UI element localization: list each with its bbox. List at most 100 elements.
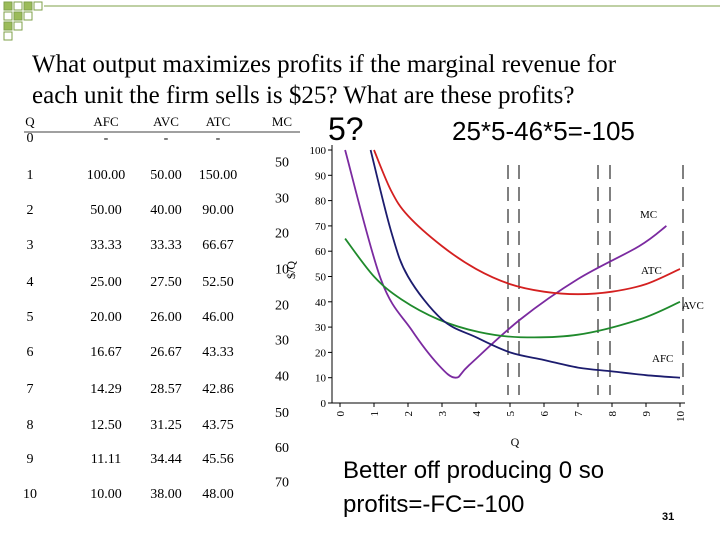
table-cell: 40.00 bbox=[150, 203, 182, 218]
table-cell: 43.33 bbox=[202, 345, 234, 360]
table-cell: 45.56 bbox=[202, 452, 234, 467]
table-header: MC bbox=[272, 114, 292, 129]
table-cell: 43.75 bbox=[202, 418, 234, 433]
table-cell: 50.00 bbox=[90, 203, 122, 218]
table-cell: 66.67 bbox=[202, 238, 234, 253]
table-cell: 5 bbox=[27, 310, 34, 325]
title-line: What output maximizes profits if the mar… bbox=[32, 51, 617, 78]
table-cell: 1 bbox=[27, 168, 34, 183]
mc-cell: 20 bbox=[275, 299, 289, 314]
table-cell: 12.50 bbox=[90, 418, 122, 433]
x-tick-label: 1 bbox=[369, 411, 381, 417]
table-cell: 38.00 bbox=[150, 487, 182, 502]
y-tick-label: 100 bbox=[310, 145, 327, 157]
table-cell: - bbox=[104, 131, 109, 146]
mc-cell: 30 bbox=[275, 334, 289, 349]
note-line: profits=-FC=-100 bbox=[343, 491, 524, 518]
table-header: AFC bbox=[93, 114, 118, 129]
table-cell: 28.57 bbox=[150, 382, 182, 397]
curve-label: AFC bbox=[652, 353, 673, 365]
mc-cell: 60 bbox=[275, 441, 289, 456]
x-tick-label: 6 bbox=[539, 411, 551, 417]
table-cell: - bbox=[216, 131, 221, 146]
mc-cell: 40 bbox=[275, 370, 289, 385]
table-cell: 3 bbox=[27, 238, 34, 253]
table-cell: 33.33 bbox=[90, 238, 122, 253]
mc-cell: 50 bbox=[275, 156, 289, 171]
x-tick-label: 8 bbox=[607, 411, 619, 417]
y-tick-label: 0 bbox=[321, 398, 327, 410]
curve bbox=[344, 238, 681, 339]
table-cell: 33.33 bbox=[150, 238, 182, 253]
table-cell: 42.86 bbox=[202, 382, 234, 397]
table-cell: 7 bbox=[27, 382, 34, 397]
x-tick-label: 2 bbox=[403, 411, 415, 417]
table-cell: 11.11 bbox=[91, 452, 121, 467]
table-cell: 27.50 bbox=[150, 275, 182, 290]
x-tick-label: 7 bbox=[573, 411, 585, 417]
y-tick-label: 30 bbox=[315, 322, 327, 334]
mc-cell: 30 bbox=[275, 192, 289, 207]
x-axis-label: Q bbox=[511, 435, 520, 449]
curve bbox=[373, 149, 681, 296]
table-cell: 34.44 bbox=[150, 452, 182, 467]
mc-cell: 10 bbox=[275, 263, 289, 278]
guide-lines bbox=[507, 165, 684, 395]
table-header: ATC bbox=[206, 114, 231, 129]
table-cell: 25.00 bbox=[90, 275, 122, 290]
table-cell: 0 bbox=[27, 131, 34, 146]
x-tick-label: 5 bbox=[505, 411, 517, 417]
curve-label: ATC bbox=[641, 265, 662, 277]
table-cell: 46.00 bbox=[202, 310, 234, 325]
table-cell: 150.00 bbox=[199, 168, 238, 183]
x-tick-label: 9 bbox=[641, 411, 653, 417]
table-cell: 100.00 bbox=[87, 168, 126, 183]
y-tick-label: 20 bbox=[315, 347, 327, 359]
curve-label: AVC bbox=[682, 300, 704, 312]
table-cell: 31.25 bbox=[150, 418, 182, 433]
x-tick-label: 0 bbox=[335, 411, 347, 417]
note-line: Better off producing 0 so bbox=[343, 457, 604, 484]
table-cell: 4 bbox=[27, 275, 34, 290]
y-tick-label: 80 bbox=[315, 196, 327, 208]
title-line: each unit the firm sells is $25? What ar… bbox=[32, 82, 574, 109]
y-tick-label: 40 bbox=[315, 297, 327, 309]
mc-cell: 70 bbox=[275, 476, 289, 491]
table-cell: 6 bbox=[27, 345, 34, 360]
mc-cell: 50 bbox=[275, 406, 289, 421]
table-cell: 52.50 bbox=[202, 275, 234, 290]
y-tick-label: 10 bbox=[315, 373, 327, 385]
x-tick-label: 10 bbox=[675, 411, 687, 423]
table-cell: - bbox=[164, 131, 169, 146]
table-cell: 14.29 bbox=[90, 382, 122, 397]
table-cell: 48.00 bbox=[202, 487, 234, 502]
table-header: AVC bbox=[153, 114, 179, 129]
table-cell: 10 bbox=[23, 487, 37, 502]
table-cell: 20.00 bbox=[90, 310, 122, 325]
table-cell: 50.00 bbox=[150, 168, 182, 183]
x-tick-label: 3 bbox=[437, 411, 449, 417]
y-tick-label: 70 bbox=[315, 221, 327, 233]
mc-cell: 20 bbox=[275, 227, 289, 242]
table-cell: 2 bbox=[27, 203, 34, 218]
corner-decoration bbox=[3, 1, 720, 41]
curve bbox=[369, 149, 681, 379]
table-cell: 90.00 bbox=[202, 203, 234, 218]
table-cell: 16.67 bbox=[90, 345, 122, 360]
x-tick-label: 4 bbox=[471, 411, 483, 417]
table-cell: 8 bbox=[27, 418, 34, 433]
page-number: 31 bbox=[662, 511, 674, 523]
y-tick-label: 90 bbox=[315, 170, 327, 182]
y-axis-label: $/Q bbox=[284, 261, 298, 279]
y-tick-label: 50 bbox=[315, 272, 327, 284]
table-cell: 10.00 bbox=[90, 487, 122, 502]
table-cell: 26.00 bbox=[150, 310, 182, 325]
curve-label: MC bbox=[640, 209, 657, 221]
answer-profit: 25*5-46*5=-105 bbox=[452, 116, 635, 146]
table-cell: 26.67 bbox=[150, 345, 182, 360]
answer-quantity: 5? bbox=[328, 111, 364, 147]
curve bbox=[344, 149, 667, 379]
y-tick-label: 60 bbox=[315, 246, 327, 258]
